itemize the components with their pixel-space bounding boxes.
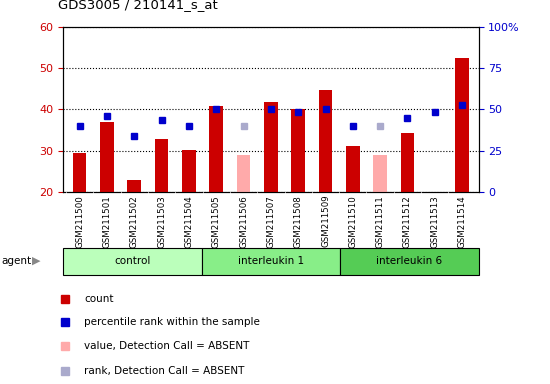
- Text: interleukin 1: interleukin 1: [238, 256, 304, 266]
- Text: GSM211501: GSM211501: [102, 195, 112, 248]
- Text: count: count: [84, 294, 114, 304]
- Text: GSM211513: GSM211513: [430, 195, 439, 248]
- Text: GSM211509: GSM211509: [321, 195, 330, 247]
- Bar: [400, 133, 414, 192]
- Bar: [236, 155, 250, 192]
- Text: GSM211503: GSM211503: [157, 195, 166, 248]
- Text: GSM211502: GSM211502: [130, 195, 139, 248]
- Text: agent: agent: [1, 256, 31, 266]
- Text: GSM211507: GSM211507: [266, 195, 276, 248]
- Bar: [318, 89, 332, 192]
- Text: GSM211512: GSM211512: [403, 195, 412, 248]
- Bar: [155, 139, 168, 192]
- Bar: [63, 248, 202, 275]
- Text: ▶: ▶: [32, 256, 40, 266]
- Bar: [346, 146, 360, 192]
- Text: percentile rank within the sample: percentile rank within the sample: [84, 317, 260, 327]
- Text: GSM211504: GSM211504: [184, 195, 194, 248]
- Bar: [264, 102, 278, 192]
- Bar: [373, 155, 387, 192]
- Text: GSM211500: GSM211500: [75, 195, 84, 248]
- Text: control: control: [114, 256, 151, 266]
- Bar: [128, 180, 141, 192]
- Text: rank, Detection Call = ABSENT: rank, Detection Call = ABSENT: [84, 366, 245, 376]
- Text: GSM211508: GSM211508: [294, 195, 302, 248]
- Bar: [340, 248, 478, 275]
- Bar: [455, 58, 469, 192]
- Bar: [210, 106, 223, 192]
- Text: GSM211505: GSM211505: [212, 195, 221, 248]
- Text: GSM211506: GSM211506: [239, 195, 248, 248]
- Text: GDS3005 / 210141_s_at: GDS3005 / 210141_s_at: [58, 0, 217, 12]
- Text: GSM211510: GSM211510: [348, 195, 358, 248]
- Bar: [100, 122, 114, 192]
- Text: interleukin 6: interleukin 6: [376, 256, 442, 266]
- Bar: [73, 153, 86, 192]
- Text: GSM211511: GSM211511: [376, 195, 384, 248]
- Text: value, Detection Call = ABSENT: value, Detection Call = ABSENT: [84, 341, 250, 351]
- Text: GSM211514: GSM211514: [458, 195, 466, 248]
- Bar: [202, 248, 340, 275]
- Bar: [182, 150, 196, 192]
- Bar: [292, 109, 305, 192]
